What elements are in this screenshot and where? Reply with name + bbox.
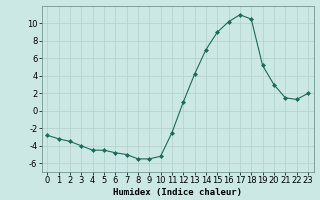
X-axis label: Humidex (Indice chaleur): Humidex (Indice chaleur): [113, 188, 242, 197]
